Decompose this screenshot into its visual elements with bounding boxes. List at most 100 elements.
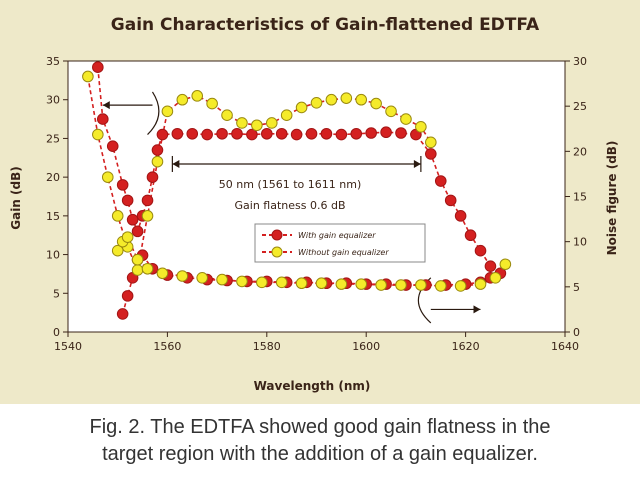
data-point [395, 279, 407, 291]
data-point [295, 277, 308, 290]
data-point [141, 194, 154, 207]
data-point [370, 97, 382, 110]
data-point [92, 61, 104, 73]
y-axis-right-label: Noise figure (dB) [605, 141, 619, 256]
left-axis-indicator-curve [147, 91, 160, 135]
legend-marker-with-eq [271, 229, 283, 241]
data-point [251, 119, 263, 132]
data-point [425, 136, 437, 149]
legend-label-with-eq: With gain equalizer [298, 231, 376, 240]
data-point [474, 278, 487, 290]
data-point [146, 171, 159, 183]
data-point [355, 278, 368, 290]
x-tick-label: 1580 [253, 340, 281, 353]
data-point [131, 225, 144, 238]
x-axis-label: Wavelength (nm) [254, 379, 371, 393]
data-point [131, 264, 144, 276]
data-point [325, 93, 338, 106]
data-point [171, 127, 184, 140]
chart-title: Gain Characteristics of Gain-flattened E… [111, 15, 540, 35]
data-point [256, 276, 268, 289]
data-point [106, 140, 119, 152]
data-point [156, 267, 169, 280]
data-point [275, 276, 288, 289]
chart-svg: Gain Characteristics of Gain-flattened E… [9, 15, 619, 393]
left-axis-indicator-head [102, 101, 110, 110]
caption-line-1: Fig. 2. The EDTFA showed good gain flatn… [89, 416, 551, 438]
data-point [141, 262, 154, 275]
data-point [400, 113, 412, 125]
data-point [265, 117, 278, 129]
caption-line-2: target region with the addition of a gai… [102, 443, 538, 465]
flatness-annotation: Gain flatness 0.6 dB [235, 199, 346, 212]
data-point [131, 253, 144, 266]
data-point [444, 194, 457, 207]
data-point [484, 260, 497, 272]
data-point [261, 127, 273, 140]
data-point [340, 92, 353, 104]
data-point [116, 179, 129, 191]
data-point [161, 105, 174, 118]
data-point [141, 210, 154, 222]
data-point [221, 109, 233, 121]
x-tick-label: 1600 [352, 340, 380, 353]
data-point [236, 117, 248, 129]
data-point [415, 121, 427, 133]
data-point [395, 127, 407, 139]
data-point [385, 105, 397, 118]
y-left-tick-label: 10 [46, 249, 60, 262]
y-left-tick-label: 25 [46, 132, 60, 145]
data-point [121, 194, 134, 207]
data-point [320, 127, 333, 140]
data-point [295, 101, 308, 114]
x-tick-label: 1540 [54, 340, 82, 353]
y-right-tick-label: 5 [573, 281, 580, 294]
data-point [415, 279, 427, 291]
data-point [434, 175, 447, 187]
data-point [156, 128, 169, 141]
data-point [191, 90, 204, 102]
y-right-tick-label: 25 [573, 100, 587, 113]
data-point [236, 275, 248, 288]
x-tick-label: 1560 [153, 340, 181, 353]
data-point [425, 148, 437, 160]
data-point [116, 308, 129, 320]
legend-box [254, 223, 426, 263]
span-arrowhead-right [413, 159, 421, 168]
data-point [186, 127, 199, 140]
data-point [121, 231, 134, 243]
y-left-tick-label: 0 [53, 326, 60, 339]
data-point [350, 127, 363, 140]
data-point [305, 127, 318, 140]
data-point [151, 144, 164, 156]
data-point [206, 97, 218, 110]
y-left-tick-label: 35 [46, 55, 60, 68]
data-point [231, 127, 243, 140]
data-point [126, 213, 139, 226]
data-point [499, 258, 512, 271]
data-point [355, 93, 368, 106]
span-arrowhead-left [172, 159, 180, 168]
y-right-tick-label: 30 [573, 55, 587, 68]
data-point [464, 229, 477, 242]
data-point [82, 70, 94, 83]
legend: With gain equalizer Without gain equaliz… [254, 223, 426, 263]
data-point [280, 109, 293, 121]
y-left-tick-label: 30 [46, 94, 60, 107]
data-point [315, 277, 328, 290]
data-point [375, 279, 387, 291]
bandwidth-annotation: 50 nm (1561 to 1611 nm) [219, 178, 361, 191]
tick-labels: 1540 1560 1580 1600 1620 16400510152025303505… [46, 55, 587, 353]
data-point [454, 210, 467, 222]
y-right-tick-label: 10 [573, 236, 587, 249]
data-point [96, 113, 109, 125]
y-left-tick-label: 15 [46, 210, 60, 223]
x-tick-label: 1620 [452, 340, 480, 353]
y-left-tick-label: 5 [53, 287, 60, 300]
data-point [434, 280, 447, 292]
data-point [290, 128, 303, 141]
legend-marker-without-eq [271, 246, 283, 258]
data-point [489, 272, 502, 284]
data-point [176, 93, 189, 106]
y-right-tick-label: 20 [573, 145, 587, 158]
